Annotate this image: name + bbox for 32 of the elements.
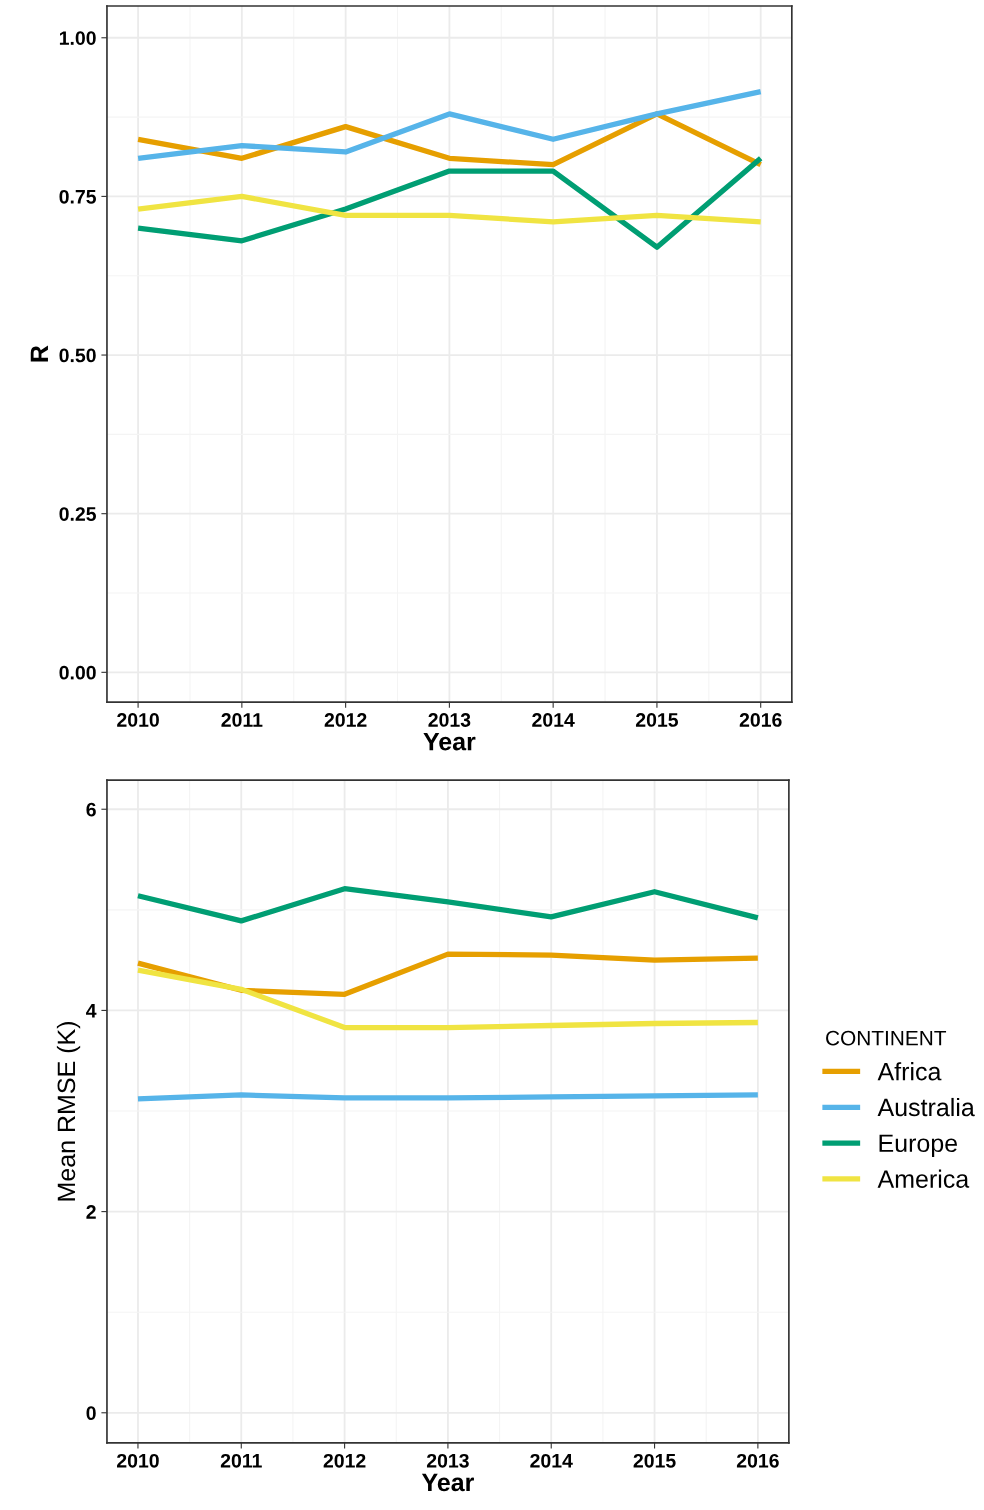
y-tick-label: 0.25: [59, 507, 97, 521]
y-tick-label: 0: [86, 1406, 96, 1421]
legend-label: Africa: [877, 1062, 942, 1081]
x-tick-label: 2011: [220, 1453, 262, 1468]
legend-label: Europe: [879, 1134, 958, 1158]
legend-title: CONTINENT: [826, 1030, 947, 1046]
y-tick-label: 0.75: [59, 189, 97, 204]
x-tick-label: 2012: [324, 713, 367, 727]
y-tick-label: 0.50: [59, 348, 96, 363]
y-tick-label: 4: [86, 1004, 97, 1018]
x-axis-title: Year: [421, 1473, 474, 1492]
legend-label: America: [877, 1169, 970, 1188]
x-tick-label: 2010: [117, 713, 159, 727]
x-tick-label: 2016: [736, 1453, 779, 1468]
x-tick-label: 2013: [428, 713, 471, 727]
x-axis-title: Year: [423, 733, 476, 751]
x-tick-label: 2015: [633, 1453, 676, 1468]
y-axis-title: Mean RMSE (K): [56, 1022, 81, 1201]
x-tick-label: 2016: [739, 713, 782, 727]
x-tick-label: 2010: [117, 1453, 159, 1468]
y-tick-label: 1.00: [59, 31, 96, 45]
legend-label: Australia: [877, 1097, 975, 1117]
y-tick-label: 0.00: [59, 665, 96, 680]
y-axis-title: R: [30, 345, 48, 362]
y-tick-label: 6: [86, 802, 96, 817]
x-tick-label: 2014: [532, 713, 575, 727]
x-tick-label: 2014: [530, 1453, 573, 1468]
x-tick-label: 2015: [635, 713, 679, 727]
x-tick-label: 2012: [323, 1453, 366, 1468]
x-tick-label: 2013: [426, 1453, 469, 1468]
x-tick-label: 2011: [221, 713, 263, 727]
y-tick-label: 2: [86, 1205, 96, 1219]
